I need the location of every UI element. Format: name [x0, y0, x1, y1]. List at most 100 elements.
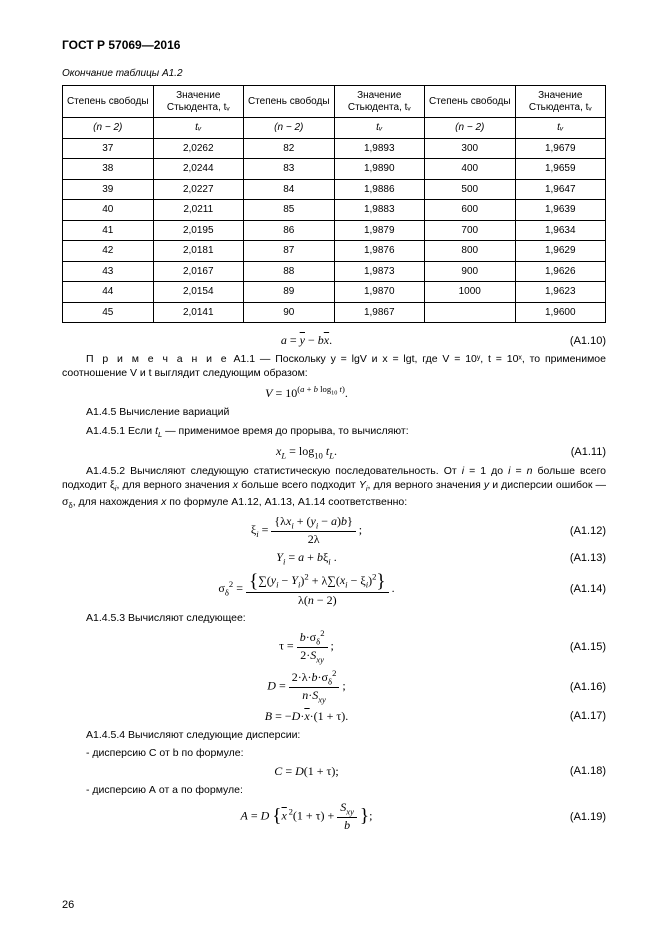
equation-note: V = 10(a + b log10 t).: [62, 384, 551, 401]
col-subheader: tᵥ: [515, 118, 606, 139]
equation-a1-18: C = D(1 + τ);: [62, 764, 551, 779]
table-cell: 86: [244, 220, 335, 241]
table-cell: 85: [244, 200, 335, 221]
table-cell: 88: [244, 261, 335, 282]
equation-number: (A1.19): [551, 811, 606, 823]
equation-a1-10: a = y − bx.: [62, 333, 551, 348]
dispersion-a-label: - дисперсию А от a по формуле:: [62, 783, 606, 797]
section-a1454: А1.4.5.4 Вычисляют следующие дисперсии:: [62, 728, 606, 742]
table-cell: 84: [244, 179, 335, 200]
table-cell: 1,9647: [515, 179, 606, 200]
col-subheader: (n − 2): [63, 118, 154, 139]
table-row: 402,0211851,98836001,9639: [63, 200, 606, 221]
table-cell: [425, 302, 516, 323]
table-cell: 1,9870: [334, 282, 425, 303]
table-cell: 1000: [425, 282, 516, 303]
table-cell: 1,9679: [515, 138, 606, 159]
table-cell: 37: [63, 138, 154, 159]
col-header: Значение Стьюдента, tᵥ: [334, 86, 425, 118]
table-row: 372,0262821,98933001,9679: [63, 138, 606, 159]
table-cell: 38: [63, 159, 154, 180]
table-cell: 2,0227: [153, 179, 244, 200]
col-subheader: (n − 2): [244, 118, 335, 139]
table-cell: 700: [425, 220, 516, 241]
section-a1451: А1.4.5.1 Если tL — применимое время до п…: [62, 424, 606, 440]
table-cell: 1,9659: [515, 159, 606, 180]
table-cell: 41: [63, 220, 154, 241]
table-cell: 1,9893: [334, 138, 425, 159]
table-header-row: Степень свободы Значение Стьюдента, tᵥ С…: [63, 86, 606, 118]
equation-number: (A1.14): [551, 583, 606, 595]
table-cell: 1,9639: [515, 200, 606, 221]
table-cell: 500: [425, 179, 516, 200]
table-cell: 400: [425, 159, 516, 180]
equation-a1-17: B = −D·x·(1 + τ).: [62, 709, 551, 724]
table-row: 412,0195861,98797001,9634: [63, 220, 606, 241]
col-header: Значение Стьюдента, tᵥ: [515, 86, 606, 118]
table-subheader-row: (n − 2) tᵥ (n − 2) tᵥ (n − 2) tᵥ: [63, 118, 606, 139]
col-header: Степень свободы: [244, 86, 335, 118]
table-cell: 82: [244, 138, 335, 159]
equation-number: (A1.15): [551, 641, 606, 653]
page-number: 26: [62, 899, 74, 911]
table-cell: 1,9623: [515, 282, 606, 303]
table-body: 372,0262821,98933001,9679382,0244831,989…: [63, 138, 606, 323]
document-header: ГОСТ Р 57069—2016: [62, 38, 606, 52]
table-continuation-caption: Окончание таблицы А1.2: [62, 68, 606, 79]
table-row: 442,0154891,987010001,9623: [63, 282, 606, 303]
equation-number: (A1.17): [551, 710, 606, 722]
col-subheader: tᵥ: [334, 118, 425, 139]
student-t-table: Степень свободы Значение Стьюдента, tᵥ С…: [62, 85, 606, 323]
table-cell: 1,9626: [515, 261, 606, 282]
equation-a1-19: A = D {x 2(1 + τ) + Sxyb };: [62, 801, 551, 832]
section-a145: А1.4.5 Вычисление вариаций: [62, 405, 606, 419]
table-cell: 1,9600: [515, 302, 606, 323]
table-cell: 1,9886: [334, 179, 425, 200]
table-cell: 89: [244, 282, 335, 303]
table-cell: 800: [425, 241, 516, 262]
table-cell: 2,0211: [153, 200, 244, 221]
note-a1-1: П р и м е ч а н и е А1.1 — Поскольку y =…: [62, 352, 606, 380]
table-cell: 2,0262: [153, 138, 244, 159]
col-header: Степень свободы: [63, 86, 154, 118]
table-cell: 45: [63, 302, 154, 323]
equation-number: (A1.10): [551, 335, 606, 347]
col-subheader: tᵥ: [153, 118, 244, 139]
table-row: 452,0141901,98671,9600: [63, 302, 606, 323]
equation-number: (A1.18): [551, 765, 606, 777]
table-cell: 2,0167: [153, 261, 244, 282]
table-cell: 40: [63, 200, 154, 221]
table-cell: 39: [63, 179, 154, 200]
table-cell: 300: [425, 138, 516, 159]
table-row: 432,0167881,98739001,9626: [63, 261, 606, 282]
col-subheader: (n − 2): [425, 118, 516, 139]
table-row: 422,0181871,98768001,9629: [63, 241, 606, 262]
table-cell: 2,0154: [153, 282, 244, 303]
table-cell: 83: [244, 159, 335, 180]
equation-a1-15: τ = b·σδ22·Sxy ;: [62, 629, 551, 665]
table-cell: 44: [63, 282, 154, 303]
equation-a1-14: σδ2 = {∑(yi − Yi)2 + λ∑(xi − ξi)2} λ(n −…: [62, 571, 551, 608]
col-header: Степень свободы: [425, 86, 516, 118]
table-cell: 90: [244, 302, 335, 323]
table-cell: 1,9876: [334, 241, 425, 262]
equation-number: (A1.11): [551, 446, 606, 458]
table-cell: 87: [244, 241, 335, 262]
equation-number: (A1.16): [551, 681, 606, 693]
table-row: 382,0244831,98904001,9659: [63, 159, 606, 180]
equation-a1-11: xL = log10 tL.: [62, 444, 551, 460]
table-cell: 42: [63, 241, 154, 262]
table-cell: 2,0141: [153, 302, 244, 323]
section-a1452: А1.4.5.2 Вычисляют следующую статистичес…: [62, 464, 606, 511]
dispersion-c-label: - дисперсию С от b по формуле:: [62, 746, 606, 760]
table-cell: 1,9634: [515, 220, 606, 241]
table-cell: 43: [63, 261, 154, 282]
table-cell: 2,0181: [153, 241, 244, 262]
section-a1453: А1.4.5.3 Вычисляют следующее:: [62, 611, 606, 625]
note-label: П р и м е ч а н и е: [86, 353, 229, 365]
table-cell: 1,9629: [515, 241, 606, 262]
table-cell: 2,0195: [153, 220, 244, 241]
page: ГОСТ Р 57069—2016 Окончание таблицы А1.2…: [0, 0, 661, 935]
table-cell: 1,9890: [334, 159, 425, 180]
table-row: 392,0227841,98865001,9647: [63, 179, 606, 200]
